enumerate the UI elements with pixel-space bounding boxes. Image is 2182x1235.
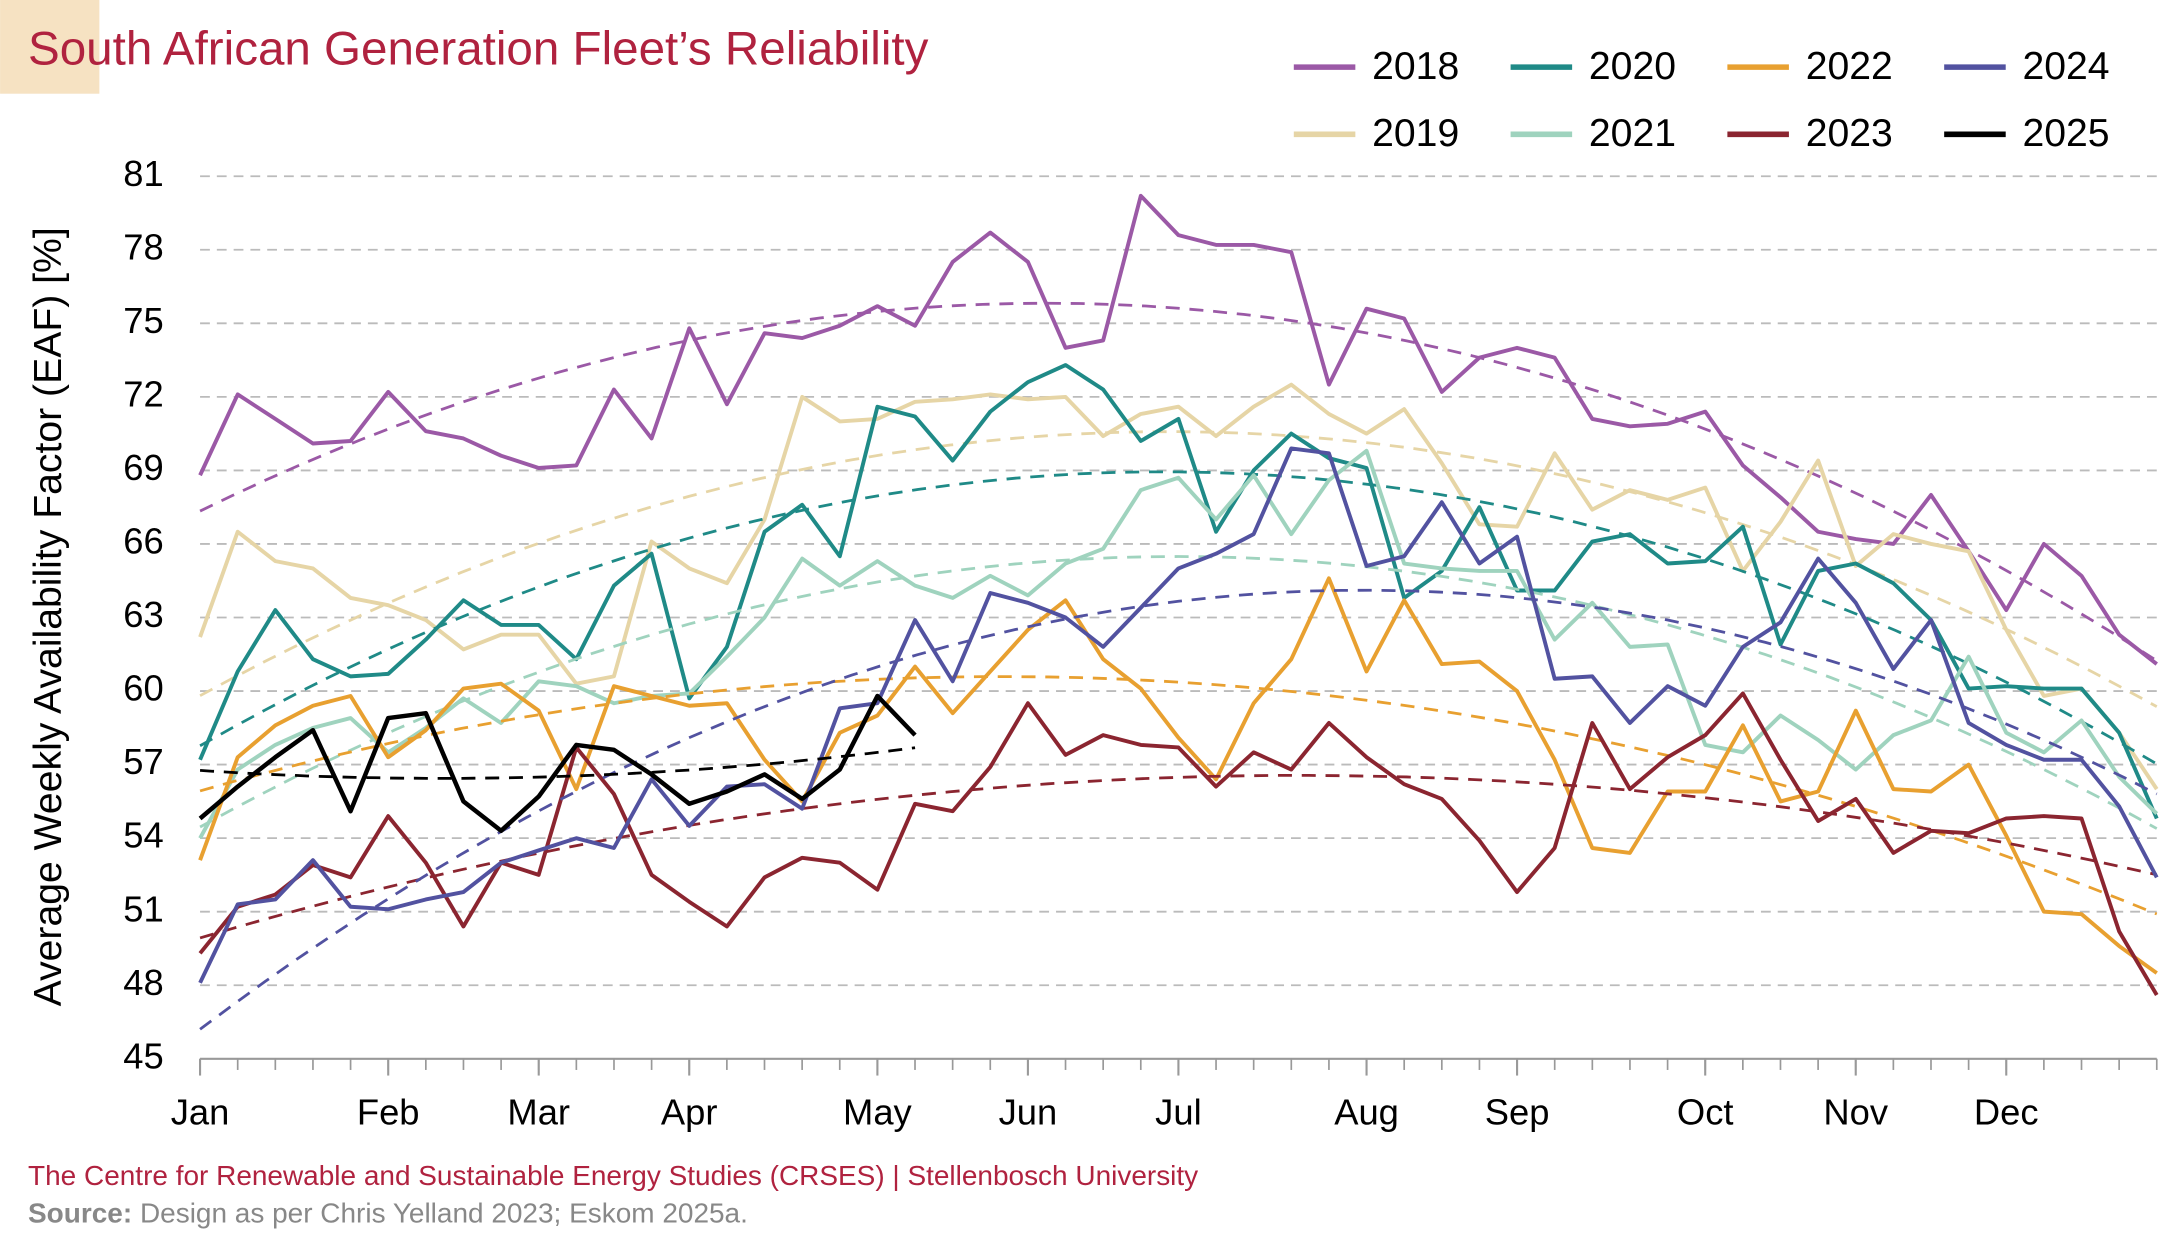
x-tick-label: May bbox=[843, 1091, 913, 1132]
trend-line bbox=[199, 675, 2158, 916]
y-tick-label: 69 bbox=[123, 447, 163, 488]
y-tick-label: 66 bbox=[123, 521, 163, 562]
trend-line bbox=[199, 301, 2158, 662]
x-tick-label: Jan bbox=[171, 1091, 230, 1132]
legend-label: 2021 bbox=[1589, 112, 1676, 155]
trend-line bbox=[199, 430, 2158, 708]
x-tick-label: Oct bbox=[1677, 1091, 1734, 1132]
series bbox=[198, 693, 917, 834]
y-tick-label: 81 bbox=[123, 153, 163, 194]
x-tick-label: Sep bbox=[1485, 1091, 1550, 1132]
legend-label: 2019 bbox=[1372, 112, 1459, 155]
trend-line bbox=[199, 746, 916, 780]
title-accent bbox=[0, 0, 100, 94]
source-text: Design as per Chris Yelland 2023; Eskom … bbox=[140, 1198, 748, 1229]
series bbox=[198, 193, 2158, 666]
series bbox=[198, 446, 2159, 1031]
line bbox=[198, 693, 917, 834]
chart-title: South African Generation Fleet’s Reliabi… bbox=[28, 22, 929, 75]
legend-label: 2023 bbox=[1806, 112, 1893, 155]
x-tick-label: Jun bbox=[999, 1091, 1058, 1132]
x-tick-label: Nov bbox=[1823, 1091, 1888, 1132]
line bbox=[198, 363, 2159, 820]
x-tick-label: Feb bbox=[357, 1091, 420, 1132]
trend-line bbox=[199, 555, 2158, 830]
legend-label: 2022 bbox=[1806, 45, 1893, 88]
y-tick-label: 63 bbox=[123, 594, 163, 635]
x-tick-label: Dec bbox=[1974, 1091, 2039, 1132]
legend-label: 2018 bbox=[1372, 45, 1459, 88]
x-tick-label: Mar bbox=[507, 1091, 570, 1132]
series bbox=[198, 382, 2159, 791]
series bbox=[198, 448, 2159, 840]
legend-label: 2020 bbox=[1589, 45, 1676, 88]
y-tick-label: 57 bbox=[123, 741, 163, 782]
y-tick-label: 78 bbox=[123, 226, 163, 267]
trend-line bbox=[199, 588, 2158, 1031]
line bbox=[198, 576, 2158, 975]
trend-line bbox=[199, 470, 2158, 766]
x-tick-label: Aug bbox=[1334, 1091, 1399, 1132]
y-axis-label: Average Weekly Availability Factor (EAF)… bbox=[27, 227, 70, 1006]
line bbox=[198, 446, 2159, 984]
y-tick-label: 48 bbox=[123, 962, 163, 1003]
series bbox=[198, 576, 2158, 975]
source: Source: Design as per Chris Yelland 2023… bbox=[28, 1198, 748, 1229]
source-label: Source: bbox=[28, 1198, 132, 1229]
y-tick-label: 54 bbox=[123, 815, 163, 856]
y-tick-label: 51 bbox=[123, 888, 163, 929]
legend-label: 2024 bbox=[2022, 45, 2109, 88]
series bbox=[198, 363, 2159, 820]
legend-label: 2025 bbox=[2022, 112, 2109, 155]
line bbox=[198, 691, 2159, 996]
x-tick-label: Apr bbox=[661, 1091, 718, 1132]
y-tick-label: 60 bbox=[123, 668, 163, 709]
y-tick-label: 75 bbox=[123, 300, 163, 341]
footer: The Centre for Renewable and Sustainable… bbox=[28, 1160, 1198, 1191]
x-tick-label: Jul bbox=[1155, 1091, 1201, 1132]
line bbox=[198, 193, 2158, 666]
line bbox=[198, 382, 2159, 791]
y-tick-label: 72 bbox=[123, 373, 163, 414]
line bbox=[198, 448, 2159, 840]
y-tick-label: 45 bbox=[123, 1035, 163, 1076]
trend-line bbox=[199, 774, 2158, 940]
